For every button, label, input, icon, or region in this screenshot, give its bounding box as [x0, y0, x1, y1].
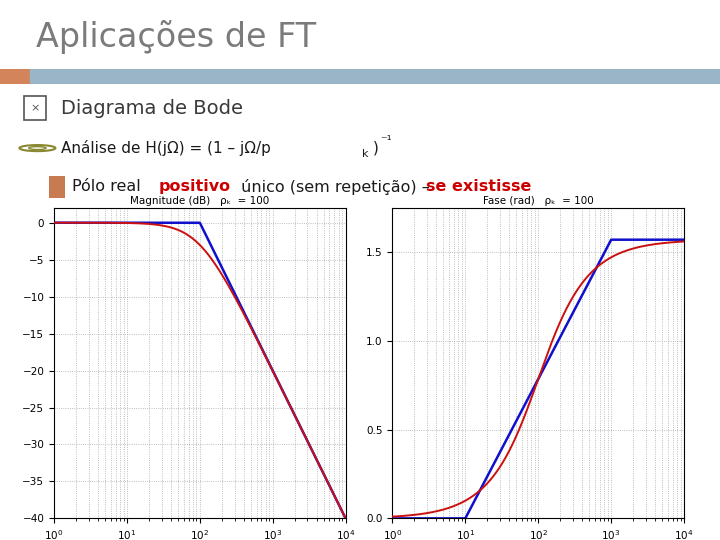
Text: ⁻¹: ⁻¹: [380, 134, 392, 147]
FancyBboxPatch shape: [24, 96, 46, 120]
Text: k: k: [362, 149, 369, 159]
FancyBboxPatch shape: [49, 176, 65, 198]
Text: se existisse: se existisse: [426, 179, 531, 194]
Title: Magnitude (dB)   ρₖ  = 100: Magnitude (dB) ρₖ = 100: [130, 195, 269, 206]
Text: Aplicações de FT: Aplicações de FT: [36, 20, 316, 54]
Title: Fase (rad)   ρₖ  = 100: Fase (rad) ρₖ = 100: [483, 195, 593, 206]
Text: ×: ×: [30, 103, 40, 113]
Text: Diagrama de Bode: Diagrama de Bode: [61, 98, 243, 118]
Text: único (sem repetição) –: único (sem repetição) –: [236, 179, 435, 195]
Text: Análise de H(jΩ) = (1 – jΩ/p: Análise de H(jΩ) = (1 – jΩ/p: [61, 140, 271, 156]
Bar: [0, 69, 30, 84]
Text: ): ): [373, 140, 379, 156]
Text: Pólo real: Pólo real: [72, 179, 146, 194]
Text: positivo: positivo: [158, 179, 230, 194]
